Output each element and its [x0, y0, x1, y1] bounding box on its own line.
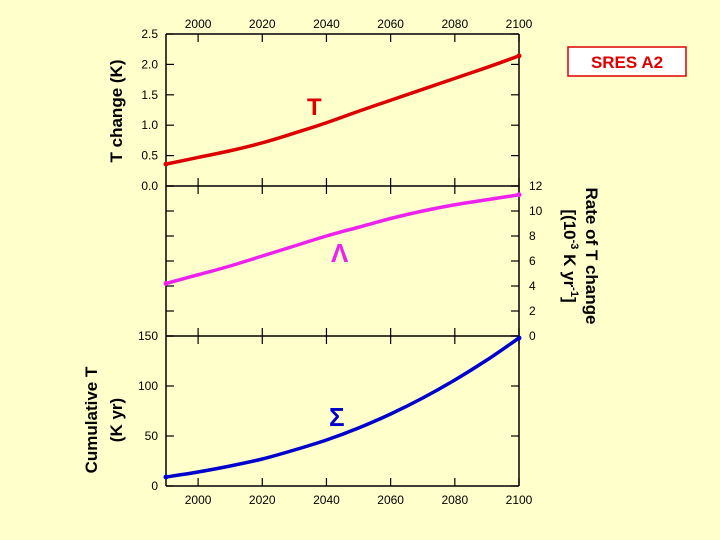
data-point-Sigma	[516, 335, 522, 341]
right-axis-title-part2: K yr	[560, 249, 579, 287]
x-tick-label-top: 2040	[313, 17, 340, 31]
x-tick-label-top: 2020	[249, 17, 276, 31]
data-point-T	[516, 53, 522, 59]
curve-label-lambda: Λ	[331, 238, 349, 268]
right-axis-title: Rate of T change [(10-3 K yr-1]	[560, 188, 601, 325]
y-tick-label-left: 0.5	[141, 149, 158, 163]
data-point-Sigma	[163, 474, 169, 480]
y-tick-label-left: 1.0	[141, 118, 158, 132]
y-tick-label-right: 2	[529, 304, 536, 318]
curve-label-T: T	[307, 94, 322, 121]
curve-label-sigma: Σ	[329, 402, 345, 432]
x-tick-label-top: 2060	[377, 17, 404, 31]
left-axis-title-bottom-line1: Cumulative T	[82, 366, 101, 473]
series-line-Lambda	[164, 193, 521, 286]
right-axis-title-exp2: -1	[568, 287, 580, 297]
data-point-T	[163, 161, 169, 167]
y-tick-label-right: 6	[529, 254, 536, 268]
data-curves	[163, 53, 522, 480]
y-tick-label-left: 2.5	[141, 27, 158, 41]
y-tick-label-right: 4	[529, 279, 536, 293]
y-tick-label-left: 1.5	[141, 88, 158, 102]
series-line-Sigma	[164, 336, 521, 479]
right-axis-title-line2: [(10-3 K yr-1]	[560, 209, 580, 302]
x-tick-label-bottom: 2040	[313, 493, 340, 507]
y-tick-label-left: 150	[138, 329, 158, 343]
right-axis-title-line1: Rate of T change	[582, 188, 601, 325]
scenario-box	[567, 46, 687, 77]
axis-tick-labels: 2000200020202020204020402060206020802080…	[138, 17, 543, 507]
x-tick-label-bottom: 2020	[249, 493, 276, 507]
y-tick-label-left: 0	[151, 479, 158, 493]
y-tick-label-right: 10	[529, 204, 543, 218]
x-tick-label-top: 2000	[185, 17, 212, 31]
y-tick-label-left: 100	[138, 379, 158, 393]
y-tick-label-right: 12	[529, 179, 543, 193]
x-tick-label-bottom: 2060	[377, 493, 404, 507]
x-tick-label-top: 2100	[506, 17, 533, 31]
x-tick-label-bottom: 2000	[185, 493, 212, 507]
data-point-Lambda	[163, 281, 169, 286]
chart-frame	[165, 33, 520, 487]
left-axis-title-top: T change (K)	[107, 60, 126, 163]
x-tick-label-top: 2080	[441, 17, 468, 31]
x-tick-label-bottom: 2100	[506, 493, 533, 507]
y-tick-label-left: 2.0	[141, 57, 158, 71]
y-tick-label-right: 0	[529, 329, 536, 343]
data-point-Lambda	[516, 192, 522, 198]
y-tick-label-left: 50	[145, 429, 159, 443]
right-axis-title-part1: [(10	[560, 209, 579, 239]
left-axis-title-bottom-line2: (K yr)	[107, 398, 126, 442]
x-tick-label-bottom: 2080	[441, 493, 468, 507]
right-axis-title-exp1: -3	[568, 240, 580, 250]
right-axis-title-part3: ]	[560, 297, 579, 303]
series-line-T	[164, 54, 521, 166]
y-tick-label-left: 0.0	[141, 179, 158, 193]
y-tick-label-right: 8	[529, 229, 536, 243]
scenario-label: SRES A2	[591, 53, 663, 72]
